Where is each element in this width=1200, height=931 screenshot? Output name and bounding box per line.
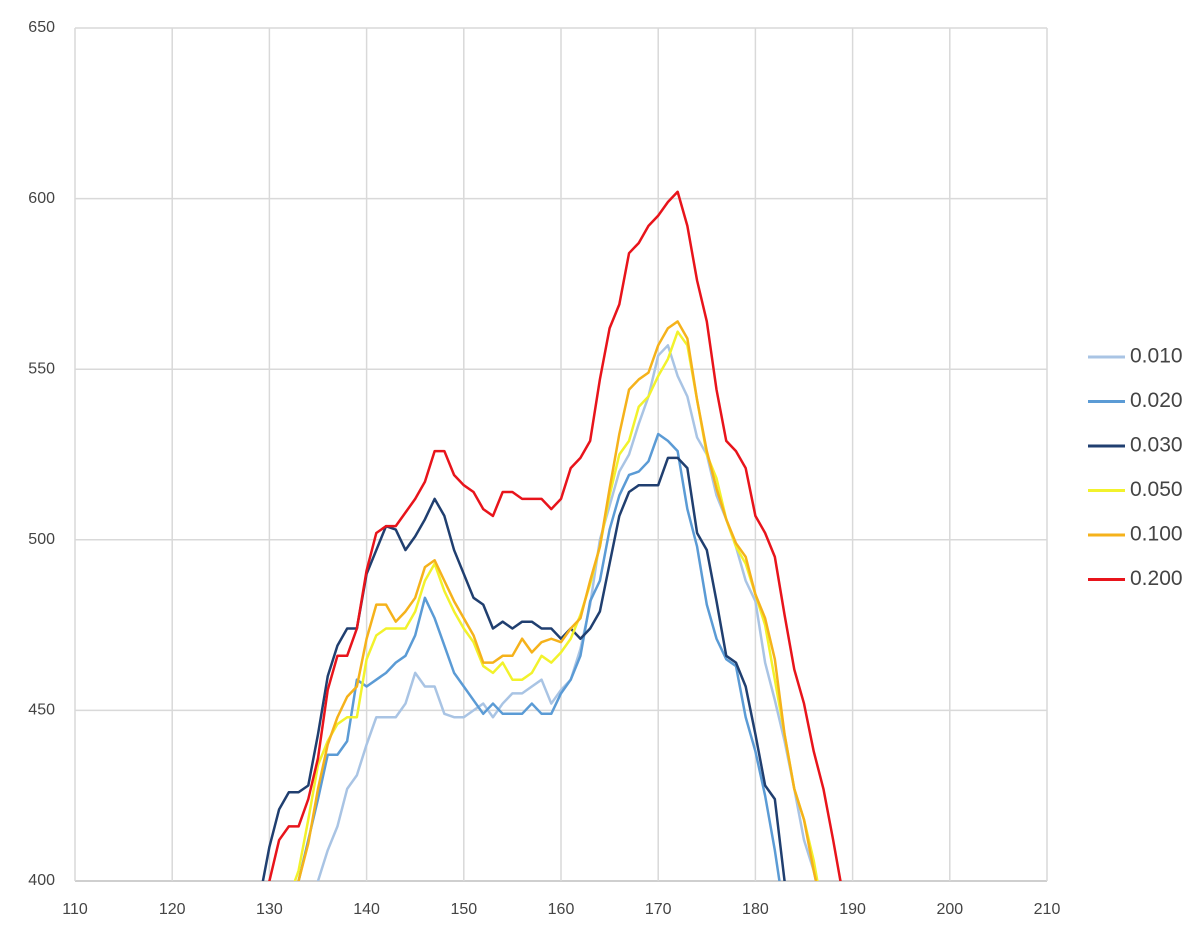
legend-label: 0.030 (1130, 434, 1183, 457)
legend-label: 0.100 (1130, 523, 1183, 546)
x-tick-label: 160 (548, 901, 575, 918)
x-tick-label: 180 (742, 901, 769, 918)
y-tick-label: 500 (28, 531, 55, 548)
legend-label: 0.050 (1130, 478, 1183, 501)
x-tick-label: 130 (256, 901, 283, 918)
series-line (297, 320, 818, 881)
series-line (293, 330, 819, 881)
x-tick-label: 120 (159, 901, 186, 918)
x-tick-label: 210 (1034, 901, 1061, 918)
y-tick-label: 600 (28, 190, 55, 207)
series-line (297, 432, 781, 881)
legend: 0.010 0.020 0.030 0.050 0.100 0.200 (1088, 345, 1183, 590)
x-tick-label: 110 (62, 901, 88, 918)
x-tick-label: 170 (645, 901, 672, 918)
x-tick-label: 150 (450, 901, 477, 918)
y-tick-label: 650 (28, 19, 55, 36)
x-tick-label: 140 (353, 901, 380, 918)
plot-area (261, 190, 842, 881)
series-line (261, 456, 786, 881)
grid: 400 450 500 550 600 650 110 120 130 140 150 160 170 1… (28, 19, 1060, 918)
x-tick-label: 190 (839, 901, 866, 918)
y-tick-label: 550 (28, 360, 55, 377)
legend-label: 0.010 (1130, 345, 1183, 368)
x-tick-label: 200 (936, 901, 963, 918)
legend-label: 0.200 (1130, 567, 1183, 590)
series-line (268, 190, 842, 881)
y-tick-label: 400 (28, 872, 55, 889)
legend-label: 0.020 (1130, 389, 1183, 412)
y-tick-label: 450 (28, 702, 55, 719)
